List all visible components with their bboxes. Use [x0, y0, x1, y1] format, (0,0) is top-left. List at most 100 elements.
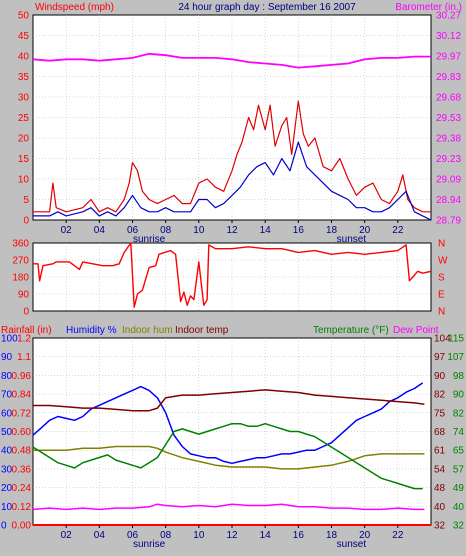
windspeed-tick-label: 10	[18, 175, 30, 186]
barometer-tick-label: 29.68	[436, 93, 461, 104]
temperature-tick-label-a: 104	[434, 334, 451, 345]
rainfall-tick-label: 0.00	[12, 521, 32, 532]
x-tick-label: 02	[61, 530, 73, 541]
humidity-axis: 0 10 20 30 40 50 60 70 80 90 100	[1, 334, 18, 532]
temperature-tick-label-b: 74	[453, 427, 465, 438]
rainfall-tick-label: 1.1	[17, 352, 31, 363]
windspeed-tick-label: 20	[18, 134, 30, 145]
x-annotation: sunset	[337, 539, 367, 550]
humidity-tick-label: 70	[1, 390, 13, 401]
barometer-tick-label: 29.53	[436, 113, 461, 124]
rainfall-axis: 0.00 0.12 0.24 0.36 0.48 0.60 0.72 0.84 0.96 1.1 1…	[12, 334, 32, 532]
windspeed-tick-label: 30	[18, 93, 30, 104]
barometer-tick-label: 29.38	[436, 134, 461, 145]
wind-direction-series	[33, 242, 432, 308]
wind-baro-panel: 0 5 10 15 20 25 30 35 40 45 50 28.79 28.94 29.09 29.2…	[18, 2, 462, 245]
temp-hum-grid	[33, 338, 431, 525]
compass-tick-label: W	[438, 256, 448, 267]
x-annotation: sunrise	[133, 539, 166, 550]
temperature-tick-label-b: 107	[447, 352, 464, 363]
barometer-axis: 28.79 28.94 29.09 29.23 29.38 29.53 29.68 29.83…	[436, 11, 461, 227]
temperature-tick-label-a: 75	[434, 408, 446, 419]
compass-tick-label: E	[438, 290, 445, 301]
x-tick-label: 22	[392, 530, 404, 541]
x-tick-label: 02	[61, 225, 73, 236]
barometer-tick-label: 28.94	[436, 195, 461, 206]
barometer-tick-label: 29.23	[436, 154, 461, 165]
humidity-tick-label: 30	[1, 464, 13, 475]
windspeed-axis-label: Windspeed (mph)	[35, 2, 114, 13]
barometer-tick-label: 30.27	[436, 11, 461, 22]
wind-baro-series	[32, 52, 432, 221]
humidity-tick-label: 40	[1, 446, 13, 457]
windspeed-tick-label: 35	[18, 72, 30, 83]
direction-degrees-axis: 0 90 180 270 360	[12, 239, 29, 318]
dew_point-line	[32, 503, 425, 511]
rainfall-tick-label: 0.12	[12, 502, 32, 513]
direction-tick-label: 180	[12, 273, 29, 284]
humidity-tick-label: 10	[1, 502, 13, 513]
legend-indoor-hum: Indoor hum	[122, 325, 173, 336]
temperature-tick-label-b: 32	[453, 521, 465, 532]
legend-dew-point: Dew Point	[393, 325, 439, 336]
wind-baro-grid	[33, 15, 431, 220]
x-tick-label: 10	[193, 530, 205, 541]
barometer-tick-label: 29.09	[436, 175, 461, 186]
indoor_hum-line	[33, 445, 425, 470]
temperature-tick-label-b: 65	[453, 446, 465, 457]
x-tick-label: 18	[326, 225, 338, 236]
temperature-tick-label-b: 82	[453, 408, 465, 419]
rainfall-tick-label: 0.96	[12, 371, 32, 382]
barometer-line	[32, 52, 431, 69]
temperature-tick-label-a: 32	[434, 521, 446, 532]
temperature-tick-label-b: 49	[453, 483, 465, 494]
x-annotation: sunset	[337, 234, 367, 245]
chart-title: 24 hour graph day : September 16 2007	[178, 2, 356, 13]
x-tick-label: 16	[293, 530, 305, 541]
x-tick-label: 14	[260, 530, 272, 541]
gust-line	[33, 100, 431, 213]
direction-line	[33, 242, 432, 308]
x-tick-label: 06	[127, 530, 139, 541]
barometer-axis-label: Barometer (in.)	[395, 2, 462, 13]
avg_wind-line	[33, 141, 432, 221]
windspeed-tick-label: 5	[23, 195, 29, 206]
direction-tick-label: 90	[18, 290, 30, 301]
x-tick-label: 12	[226, 225, 238, 236]
temperature-tick-label-a: 48	[434, 483, 446, 494]
temperature-tick-label-a: 40	[434, 502, 446, 513]
x-tick-label: 04	[94, 530, 106, 541]
windspeed-tick-label: 40	[18, 52, 30, 63]
rainfall-tick-label: 0.36	[12, 464, 32, 475]
humidity-tick-label: 0	[1, 521, 7, 532]
x-tick-label: 22	[392, 225, 404, 236]
x-tick-label: 18	[326, 530, 338, 541]
barometer-tick-label: 29.97	[436, 52, 461, 63]
compass-tick-label: S	[438, 273, 445, 284]
temperature-tick-label-a: 54	[434, 464, 446, 475]
rainfall-tick-label: 0.72	[12, 408, 32, 419]
x-tick-label: 08	[160, 530, 172, 541]
compass-tick-label: N	[438, 239, 445, 250]
temp-hum-x-axis: 02 04 06 08 10 12 14 16 18 20 22 sunrise sunset	[61, 525, 404, 550]
rainfall-tick-label: 0.24	[12, 483, 32, 494]
compass-tick-label: N	[438, 307, 445, 318]
x-tick-label: 06	[127, 225, 139, 236]
temperature-tick-label-a: 82	[434, 390, 446, 401]
wind-baro-x-axis: 02 04 06 08 10 12 14 16 18 20 22 sunrise sunset	[61, 220, 404, 245]
legend-rainfall: Rainfall (in)	[1, 325, 52, 336]
humidity-tick-label: 60	[1, 408, 13, 419]
temperature-tick-label-b: 90	[453, 390, 465, 401]
direction-tick-label: 360	[12, 239, 29, 250]
temperature-line	[32, 422, 423, 490]
windspeed-tick-label: 50	[18, 11, 30, 22]
x-tick-label: 14	[260, 225, 272, 236]
temperature-tick-label-b: 98	[453, 371, 465, 382]
x-tick-label: 20	[359, 530, 371, 541]
direction-tick-label: 0	[23, 307, 29, 318]
rainfall-tick-label: 0.84	[12, 390, 32, 401]
barometer-tick-label: 30.12	[436, 31, 461, 42]
